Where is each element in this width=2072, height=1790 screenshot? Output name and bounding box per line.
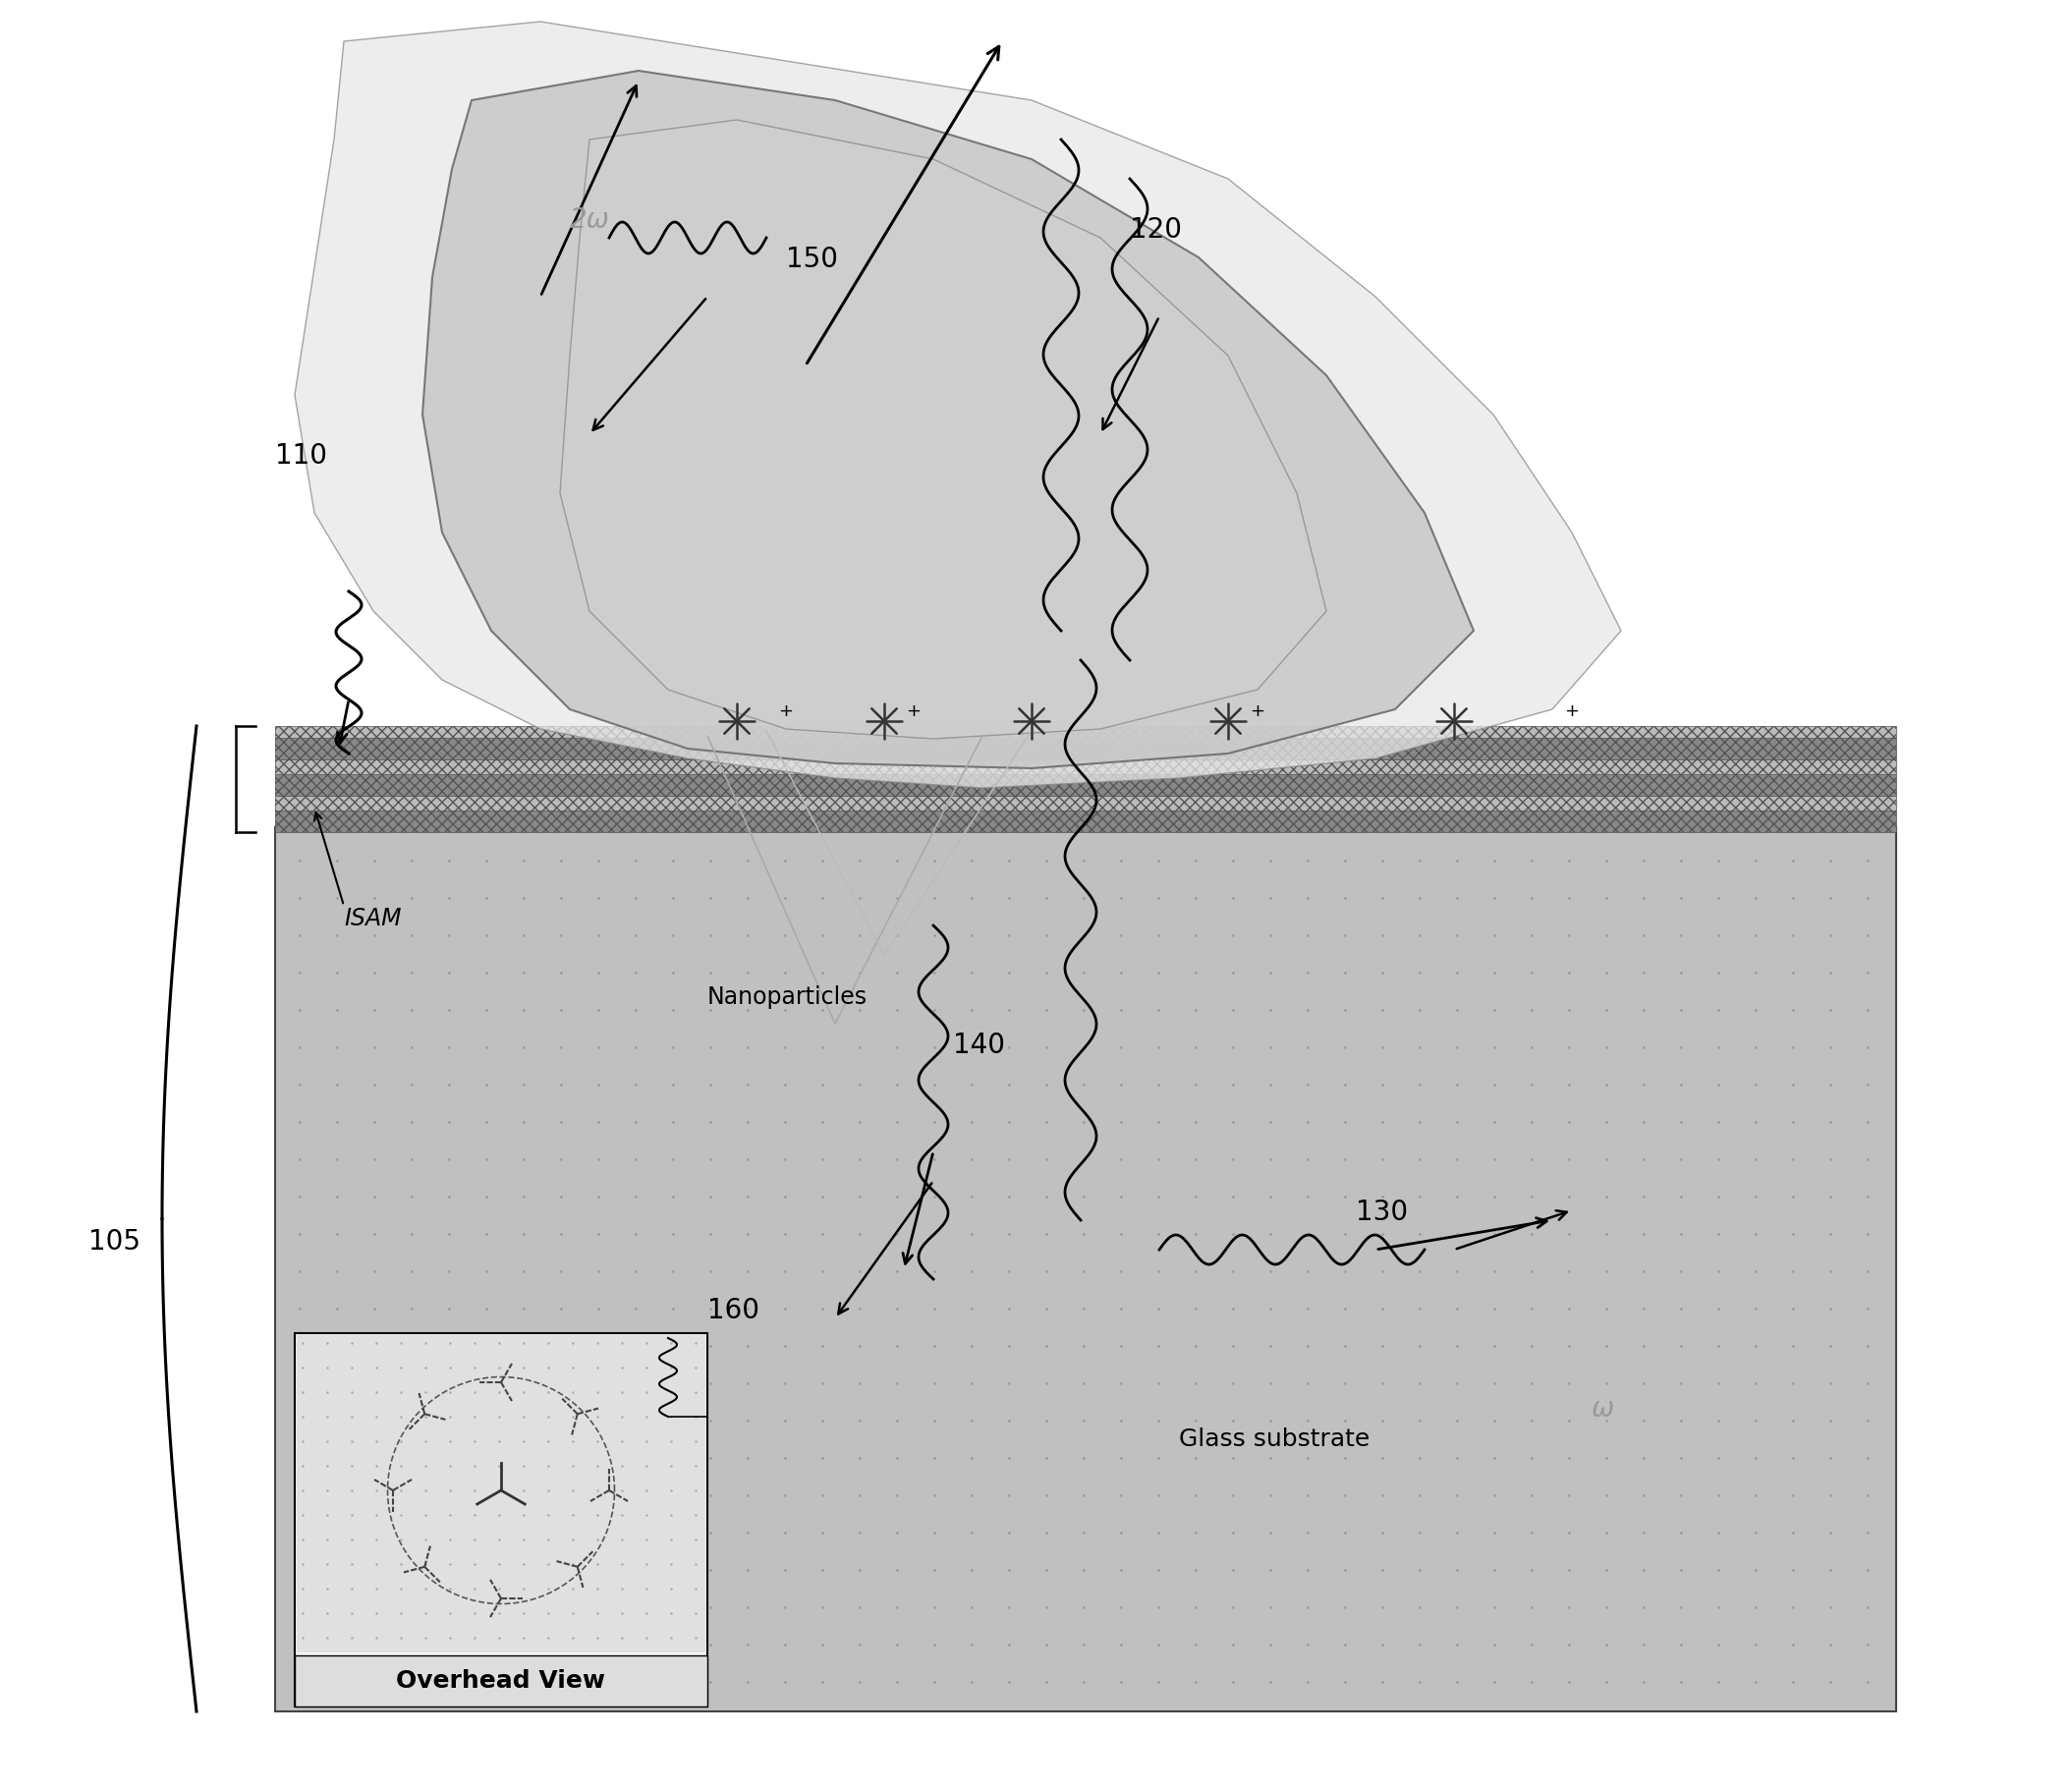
FancyBboxPatch shape (276, 797, 1896, 811)
FancyBboxPatch shape (296, 1335, 704, 1652)
Text: Glass substrate: Glass substrate (1179, 1427, 1370, 1452)
Text: +: + (1249, 702, 1264, 720)
Text: 140: 140 (953, 1031, 1005, 1060)
Text: Overhead View: Overhead View (396, 1668, 605, 1693)
FancyBboxPatch shape (294, 1656, 707, 1706)
FancyBboxPatch shape (294, 1334, 707, 1706)
Text: ISAM: ISAM (344, 908, 402, 931)
Text: +: + (1564, 702, 1579, 720)
Text: 105: 105 (89, 1228, 141, 1255)
Polygon shape (559, 120, 1326, 739)
FancyBboxPatch shape (276, 773, 1896, 797)
FancyBboxPatch shape (276, 759, 1896, 773)
FancyBboxPatch shape (276, 827, 1896, 1711)
Polygon shape (294, 21, 1620, 788)
FancyBboxPatch shape (276, 727, 1896, 737)
Text: +: + (779, 702, 794, 720)
Text: 150: 150 (785, 245, 837, 274)
Text: 130: 130 (1355, 1199, 1409, 1226)
FancyBboxPatch shape (276, 811, 1896, 832)
Text: 120: 120 (1129, 217, 1181, 243)
Text: 2ω: 2ω (570, 206, 609, 234)
Text: ω: ω (1591, 1394, 1614, 1423)
FancyBboxPatch shape (276, 737, 1896, 759)
Text: 110: 110 (276, 442, 327, 469)
Polygon shape (423, 72, 1473, 768)
Text: +: + (905, 702, 922, 720)
Text: Nanoparticles: Nanoparticles (707, 985, 868, 1010)
Text: 160: 160 (707, 1296, 760, 1325)
